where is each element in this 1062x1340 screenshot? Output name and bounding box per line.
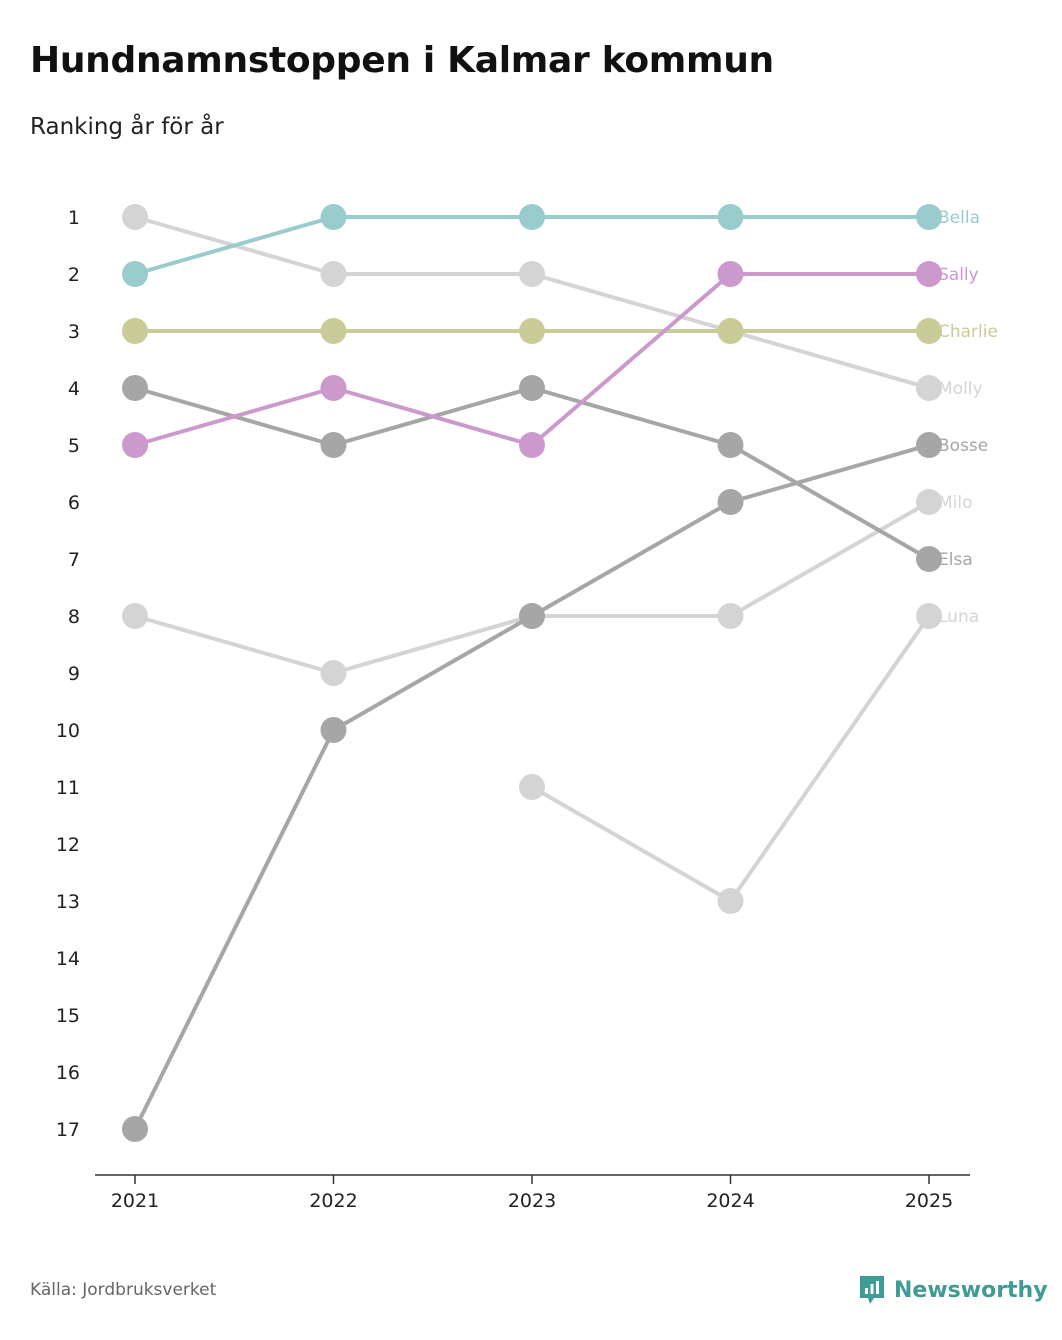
data-point-bella: [717, 204, 744, 230]
end-label-luna: Luna: [938, 607, 979, 627]
x-tick-label: 2023: [508, 1190, 556, 1212]
data-point-charlie: [717, 318, 744, 344]
y-tick-label: 9: [68, 663, 80, 685]
data-point-bosse: [122, 1116, 148, 1142]
x-tick-label: 2021: [111, 1190, 159, 1212]
data-point-sally: [916, 261, 942, 287]
end-label-charlie: Charlie: [938, 322, 998, 342]
y-tick-label: 4: [68, 378, 80, 400]
series-milo: [122, 489, 942, 686]
data-point-milo: [717, 603, 744, 629]
series-elsa: [122, 375, 942, 572]
end-labels: Molly Luna Milo Elsa Bosse Charlie Sally Bella: [938, 208, 998, 627]
data-point-luna: [916, 603, 942, 629]
data-point-bosse: [717, 489, 744, 515]
data-point-elsa: [122, 375, 148, 401]
data-point-charlie: [122, 318, 148, 344]
y-tick-label: 7: [68, 549, 80, 571]
end-label-bosse: Bosse: [938, 436, 988, 456]
data-point-bosse: [320, 717, 347, 743]
data-point-luna: [519, 774, 545, 800]
y-tick-label: 8: [68, 606, 80, 628]
y-tick-label: 12: [56, 834, 80, 856]
data-point-molly: [320, 261, 347, 287]
data-point-sally: [320, 375, 347, 401]
data-point-bosse: [519, 603, 545, 629]
series-bosse: [122, 432, 942, 1142]
series-line-elsa: [134, 386, 930, 561]
data-point-bosse: [916, 432, 942, 458]
data-point-elsa: [320, 432, 347, 458]
data-point-bella: [916, 204, 942, 230]
y-tick-label: 5: [68, 435, 80, 457]
data-point-charlie: [916, 318, 942, 344]
end-label-molly: Molly: [938, 379, 983, 399]
data-point-molly: [519, 261, 545, 287]
y-tick-label: 17: [56, 1119, 80, 1141]
chart-title: Hundnamnstoppen i Kalmar kommun: [30, 40, 774, 81]
y-tick-label: 13: [56, 891, 80, 913]
y-tick-label: 11: [56, 777, 80, 799]
data-point-sally: [519, 432, 545, 458]
data-point-molly: [122, 204, 148, 230]
series-molly: [122, 204, 942, 401]
series-line-luna: [531, 614, 931, 903]
y-tick-label: 3: [68, 321, 80, 343]
series-luna: [519, 603, 942, 914]
brand-logo[interactable]: Newsworthy: [858, 1274, 1048, 1306]
y-tick-label: 16: [56, 1062, 80, 1084]
y-tick-label: 14: [56, 948, 80, 970]
series-line-sally: [134, 272, 929, 447]
data-point-sally: [717, 261, 744, 287]
y-tick-label: 6: [68, 492, 80, 514]
y-tick-label: 10: [56, 720, 80, 742]
data-point-milo: [122, 603, 148, 629]
data-point-bella: [519, 204, 545, 230]
x-tick-label: 2022: [309, 1190, 357, 1212]
data-point-milo: [916, 489, 942, 515]
series-charlie: [122, 318, 942, 344]
data-point-charlie: [519, 318, 545, 344]
data-point-bella: [320, 204, 347, 230]
newsworthy-logo-icon: [860, 1276, 884, 1304]
series-sally: [122, 261, 942, 458]
end-label-sally: Sally: [938, 265, 979, 285]
x-axis-ticks: 2021 2022 2023 2024 2025: [111, 1175, 953, 1212]
data-point-sally: [122, 432, 148, 458]
brand-name: Newsworthy: [894, 1277, 1048, 1303]
x-tick-label: 2024: [706, 1190, 754, 1212]
data-point-elsa: [916, 546, 942, 572]
data-point-charlie: [320, 318, 347, 344]
source-note: Källa: Jordbruksverket: [30, 1280, 217, 1300]
data-point-elsa: [519, 375, 545, 401]
data-point-milo: [320, 660, 347, 686]
data-point-elsa: [717, 432, 744, 458]
series-bella: [122, 204, 942, 287]
series-line-molly: [134, 215, 930, 390]
end-label-bella: Bella: [938, 208, 980, 228]
data-point-bella: [122, 261, 148, 287]
end-label-milo: Milo: [938, 493, 973, 513]
series-layer: [122, 204, 942, 1142]
y-tick-label: 15: [56, 1005, 80, 1027]
chart-subtitle: Ranking år för år: [30, 114, 224, 140]
y-tick-label: 1: [68, 207, 80, 229]
data-point-luna: [717, 888, 744, 914]
data-point-molly: [916, 375, 942, 401]
series-line-milo: [134, 500, 930, 675]
x-tick-label: 2025: [905, 1190, 953, 1212]
y-tick-label: 2: [68, 264, 80, 286]
end-label-elsa: Elsa: [938, 550, 973, 570]
